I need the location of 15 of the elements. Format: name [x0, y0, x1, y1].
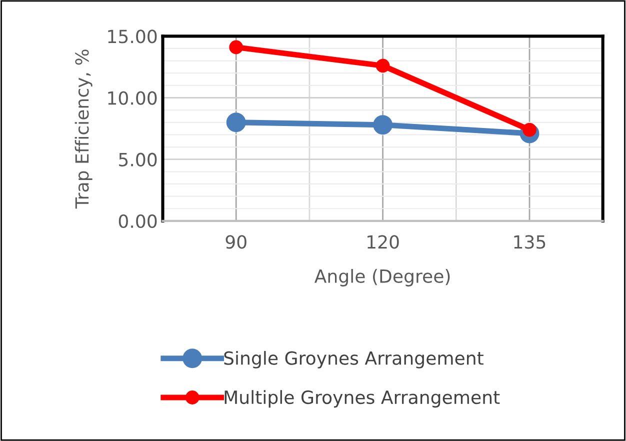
legend-label: Multiple Groynes Arrangement — [224, 390, 500, 408]
point — [229, 40, 244, 54]
y-tick-label: 10.00 — [108, 91, 157, 105]
point — [376, 58, 390, 73]
x-axis-title: Angle (Degree) — [314, 268, 450, 286]
point — [226, 112, 246, 132]
y-tick-label: 0.00 — [118, 214, 157, 228]
x-tick-label: 90 — [226, 235, 246, 249]
legend-label: Single Groynes Arrangement — [224, 350, 484, 368]
point — [373, 115, 393, 135]
y-axis-title: Trap Efficiency, % — [74, 50, 92, 209]
y-tick-label: 5.00 — [119, 152, 157, 166]
x-tick-label: 120 — [368, 235, 399, 249]
x-tick-label: 135 — [514, 235, 546, 249]
y-tick-label: 15.00 — [108, 30, 157, 44]
